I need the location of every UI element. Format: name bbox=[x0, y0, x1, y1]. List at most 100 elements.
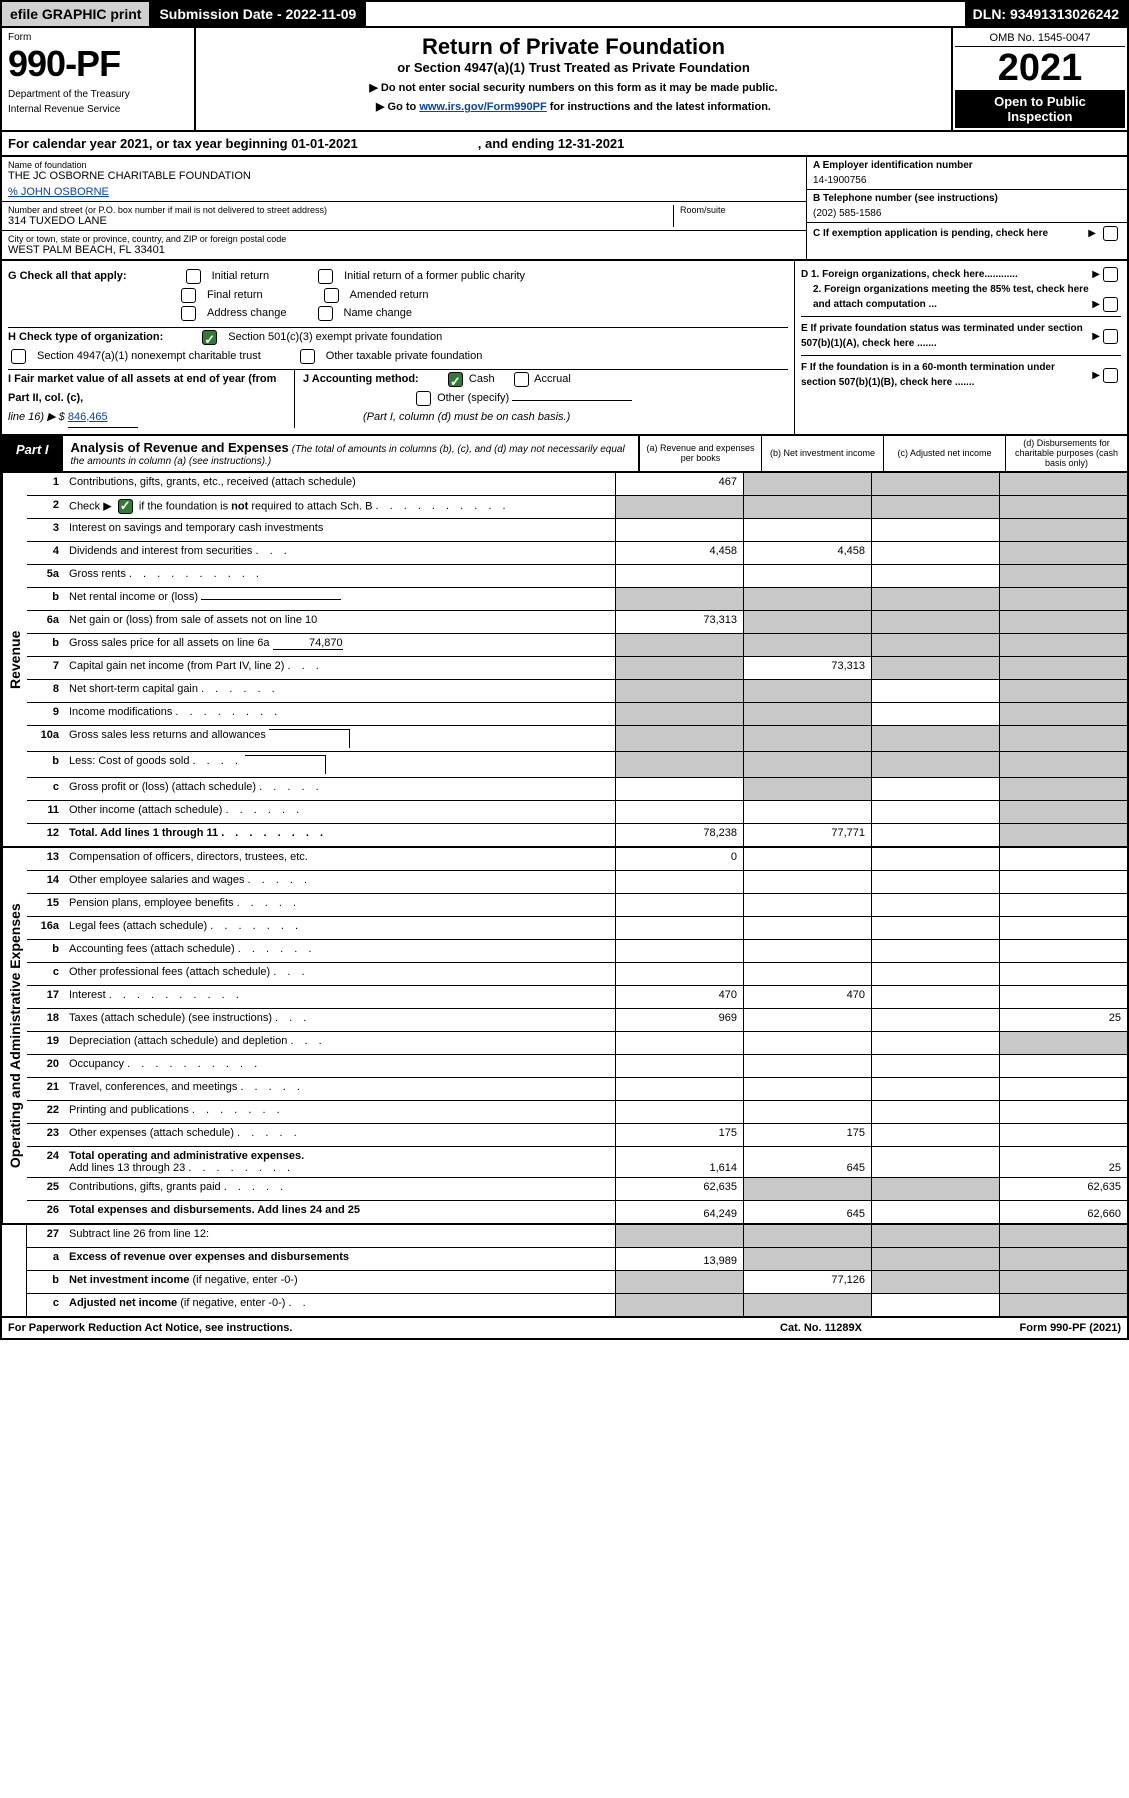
60month-checkbox[interactable] bbox=[1103, 368, 1118, 383]
foreign-85-checkbox[interactable] bbox=[1103, 297, 1118, 312]
row-8: 8 Net short-term capital gain . . . . . … bbox=[27, 680, 1127, 703]
final-return-checkbox[interactable] bbox=[181, 288, 196, 303]
row-6a: 6a Net gain or (loss) from sale of asset… bbox=[27, 611, 1127, 634]
catalog-number: Cat. No. 11289X bbox=[721, 1322, 921, 1334]
row-22: 22 Printing and publications . . . . . .… bbox=[27, 1101, 1127, 1124]
info-left: Name of foundation THE JC OSBORNE CHARIT… bbox=[2, 157, 807, 259]
phone-value: (202) 585-1586 bbox=[813, 204, 1121, 219]
row-14: 14 Other employee salaries and wages . .… bbox=[27, 871, 1127, 894]
row-18: 18 Taxes (attach schedule) (see instruct… bbox=[27, 1009, 1127, 1032]
exemption-checkbox[interactable] bbox=[1103, 226, 1118, 241]
tax-year: 2021 bbox=[955, 47, 1125, 90]
address-change-checkbox[interactable] bbox=[181, 306, 196, 321]
initial-former-checkbox[interactable] bbox=[318, 269, 333, 284]
row-26: 26 Total expenses and disbursements. Add… bbox=[27, 1201, 1127, 1223]
exemption-pending-cell: C If exemption application is pending, c… bbox=[807, 223, 1127, 244]
name-change-checkbox[interactable] bbox=[318, 306, 333, 321]
cash-checkbox[interactable] bbox=[448, 372, 463, 387]
care-of[interactable]: % JOHN OSBORNE bbox=[8, 186, 800, 198]
foreign-org-checkbox[interactable] bbox=[1103, 267, 1118, 282]
row-5b: b Net rental income or (loss) bbox=[27, 588, 1127, 611]
cal-year-end: , and ending 12-31-2021 bbox=[478, 136, 625, 151]
dept-treasury: Department of the Treasury bbox=[8, 89, 188, 100]
row-11: 11 Other income (attach schedule) . . . … bbox=[27, 801, 1127, 824]
part1-title: Analysis of Revenue and Expenses (The to… bbox=[63, 436, 638, 471]
ein-cell: A Employer identification number 14-1900… bbox=[807, 157, 1127, 190]
checkboxes-section: G Check all that apply: Initial return I… bbox=[0, 261, 1129, 436]
row-27c: c Adjusted net income (if negative, ente… bbox=[27, 1294, 1127, 1316]
501c3-checkbox[interactable] bbox=[202, 330, 217, 345]
city-state-zip: WEST PALM BEACH, FL 33401 bbox=[8, 244, 800, 256]
info-right: A Employer identification number 14-1900… bbox=[807, 157, 1127, 259]
row-27: 27 Subtract line 26 from line 12: bbox=[27, 1225, 1127, 1248]
row-7: 7 Capital gain net income (from Part IV,… bbox=[27, 657, 1127, 680]
row-15: 15 Pension plans, employee benefits . . … bbox=[27, 894, 1127, 917]
omb-number: OMB No. 1545-0047 bbox=[955, 30, 1125, 47]
part1-header: Part I Analysis of Revenue and Expenses … bbox=[0, 436, 1129, 473]
revenue-table: Revenue 1 Contributions, gifts, grants, … bbox=[0, 473, 1129, 848]
row-19: 19 Depreciation (attach schedule) and de… bbox=[27, 1032, 1127, 1055]
calendar-year-row: For calendar year 2021, or tax year begi… bbox=[0, 132, 1129, 157]
room-suite-label: Room/suite bbox=[680, 205, 800, 215]
sch-b-checkbox[interactable] bbox=[118, 499, 133, 514]
row-4: 4 Dividends and interest from securities… bbox=[27, 542, 1127, 565]
row-16b: b Accounting fees (attach schedule) . . … bbox=[27, 940, 1127, 963]
revenue-side-label: Revenue bbox=[2, 473, 27, 846]
top-bar: efile GRAPHIC print Submission Date - 20… bbox=[0, 0, 1129, 28]
part1-badge: Part I bbox=[2, 436, 63, 471]
form-header-left: Form 990-PF Department of the Treasury I… bbox=[2, 28, 196, 130]
row-17: 17 Interest . . . . . . . . . . 470470 bbox=[27, 986, 1127, 1009]
amended-return-checkbox[interactable] bbox=[324, 288, 339, 303]
col-c-header: (c) Adjusted net income bbox=[883, 436, 1005, 471]
checkboxes-left: G Check all that apply: Initial return I… bbox=[2, 261, 795, 434]
col-a-header: (a) Revenue and expenses per books bbox=[639, 436, 761, 471]
fmv-value[interactable]: 846,465 bbox=[68, 408, 138, 428]
ein-value: 14-1900756 bbox=[813, 171, 1121, 186]
col-b-header: (b) Net investment income bbox=[761, 436, 883, 471]
initial-return-checkbox[interactable] bbox=[186, 269, 201, 284]
expenses-side-label: Operating and Administrative Expenses bbox=[2, 848, 27, 1223]
form-header: Form 990-PF Department of the Treasury I… bbox=[0, 28, 1129, 132]
4947-checkbox[interactable] bbox=[11, 349, 26, 364]
cal-year-begin: For calendar year 2021, or tax year begi… bbox=[8, 136, 358, 151]
row-23: 23 Other expenses (attach schedule) . . … bbox=[27, 1124, 1127, 1147]
form-header-right: OMB No. 1545-0047 2021 Open to Public In… bbox=[951, 28, 1127, 130]
form-ref: Form 990-PF (2021) bbox=[921, 1322, 1121, 1334]
row-25: 25 Contributions, gifts, grants paid . .… bbox=[27, 1178, 1127, 1201]
efile-print-label[interactable]: efile GRAPHIC print bbox=[2, 2, 151, 26]
form-number: 990-PF bbox=[8, 43, 188, 85]
foundation-name-cell: Name of foundation THE JC OSBORNE CHARIT… bbox=[2, 157, 806, 202]
form-header-center: Return of Private Foundation or Section … bbox=[196, 28, 951, 130]
h-row: H Check type of organization: Section 50… bbox=[8, 328, 788, 347]
row-10b: b Less: Cost of goods sold . . . . bbox=[27, 752, 1127, 778]
other-taxable-checkbox[interactable] bbox=[300, 349, 315, 364]
row-12: 12 Total. Add lines 1 through 11 . . . .… bbox=[27, 824, 1127, 846]
column-headers: (a) Revenue and expenses per books (b) N… bbox=[638, 436, 1127, 471]
row-3: 3 Interest on savings and temporary cash… bbox=[27, 519, 1127, 542]
city-cell: City or town, state or province, country… bbox=[2, 231, 806, 259]
open-public-badge: Open to Public Inspection bbox=[955, 90, 1125, 128]
row-27a: a Excess of revenue over expenses and di… bbox=[27, 1248, 1127, 1271]
row-16a: 16a Legal fees (attach schedule) . . . .… bbox=[27, 917, 1127, 940]
row-20: 20 Occupancy . . . . . . . . . . bbox=[27, 1055, 1127, 1078]
terminated-checkbox[interactable] bbox=[1103, 329, 1118, 344]
row-21: 21 Travel, conferences, and meetings . .… bbox=[27, 1078, 1127, 1101]
other-method-checkbox[interactable] bbox=[416, 391, 431, 406]
form-label: Form bbox=[8, 32, 188, 43]
checkboxes-right: D 1. Foreign organizations, check here..… bbox=[795, 261, 1127, 434]
paperwork-notice: For Paperwork Reduction Act Notice, see … bbox=[8, 1322, 721, 1334]
phone-cell: B Telephone number (see instructions) (2… bbox=[807, 190, 1127, 223]
g-row: G Check all that apply: Initial return I… bbox=[8, 267, 788, 286]
row-24: 24 Total operating and administrative ex… bbox=[27, 1147, 1127, 1178]
info-section: Name of foundation THE JC OSBORNE CHARIT… bbox=[0, 157, 1129, 261]
col-d-header: (d) Disbursements for charitable purpose… bbox=[1005, 436, 1127, 471]
form-title: Return of Private Foundation bbox=[202, 34, 945, 60]
row-10c: c Gross profit or (loss) (attach schedul… bbox=[27, 778, 1127, 801]
form990pf-link[interactable]: www.irs.gov/Form990PF bbox=[419, 101, 546, 113]
ssn-note: ▶ Do not enter social security numbers o… bbox=[202, 81, 945, 94]
accrual-checkbox[interactable] bbox=[514, 372, 529, 387]
row-10a: 10a Gross sales less returns and allowan… bbox=[27, 726, 1127, 752]
address-cell: Number and street (or P.O. box number if… bbox=[2, 202, 806, 231]
row-2: 2 Check ▶ if the foundation is not requi… bbox=[27, 496, 1127, 519]
dept-irs: Internal Revenue Service bbox=[8, 104, 188, 115]
